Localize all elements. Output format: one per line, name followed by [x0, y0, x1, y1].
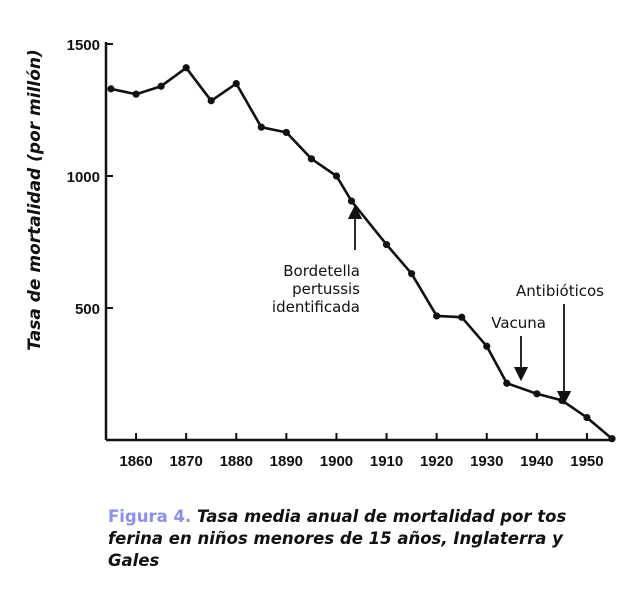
- data-point: [232, 80, 240, 88]
- data-point: [157, 82, 165, 90]
- plot-frame: [104, 42, 612, 442]
- x-tick-label: 1940: [520, 453, 553, 470]
- data-point: [307, 155, 316, 163]
- data-point: [182, 64, 190, 72]
- annotation-label: Bordetella: [283, 262, 360, 280]
- data-point: [282, 128, 290, 137]
- x-tick-label: 1890: [270, 453, 303, 470]
- annotation-label: Vacuna: [491, 314, 546, 332]
- data-point: [382, 241, 391, 249]
- data-point: [257, 123, 265, 131]
- data-point: [207, 97, 215, 105]
- x-tick-label: 1920: [420, 453, 453, 470]
- x-tick-label: 1870: [169, 453, 202, 470]
- x-tick-label: 1930: [470, 453, 503, 470]
- data-point: [408, 270, 416, 278]
- data-point: [347, 197, 356, 205]
- data-point: [433, 312, 441, 320]
- annotation-label: identificada: [272, 298, 360, 316]
- x-tick-label: 1950: [570, 453, 603, 470]
- data-point: [107, 85, 115, 93]
- figure-caption: Figura 4. Tasa media anual de mortalidad…: [108, 506, 608, 572]
- x-tick-label: 1900: [320, 453, 353, 470]
- data-point: [533, 390, 541, 398]
- data-series: [107, 64, 616, 443]
- y-tick-label: 1500: [67, 37, 100, 54]
- x-tick-label: 1860: [119, 453, 152, 470]
- series-line: [110, 66, 613, 440]
- chart: 1860 1870 1880 1890 1900 1910 1920 1930 1940 1950…: [25, 37, 616, 470]
- data-point: [458, 313, 466, 321]
- data-point: [332, 172, 341, 180]
- x-tick-label: 1880: [220, 453, 253, 470]
- data-point: [503, 379, 511, 387]
- x-tick-label: 1910: [370, 453, 403, 470]
- y-tick-label: 1000: [67, 169, 100, 186]
- figure-caption-text: Tasa media anual de mortalidad por tos f…: [108, 507, 567, 570]
- data-point: [583, 413, 591, 422]
- annotation-label: Antibióticos: [516, 282, 604, 300]
- y-tick-label: 500: [75, 301, 100, 318]
- data-point: [608, 435, 616, 443]
- annotation-label: pertussis: [292, 280, 360, 298]
- data-point: [483, 342, 491, 350]
- axis-ticks: 1860 1870 1880 1890 1900 1910 1920 1930 1940 1950…: [67, 37, 604, 470]
- data-point: [132, 90, 140, 98]
- figure-label: Figura 4.: [108, 507, 192, 526]
- y-axis-label: Tasa de mortalidad (por millón): [25, 49, 45, 351]
